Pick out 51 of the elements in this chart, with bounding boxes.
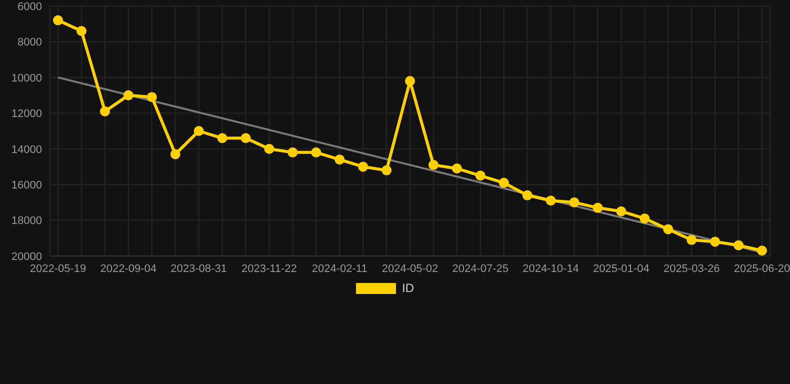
point [663,224,674,234]
point [546,196,556,206]
point [170,149,180,160]
y-tick-label: 14000 [11,144,42,156]
x-tick-label: 2024-10-14 [522,262,579,275]
point [475,170,486,181]
y-tick-label: 6000 [18,0,42,13]
y-tick-label: 20000 [11,250,42,263]
point [405,76,415,86]
point [757,246,767,256]
point [452,164,462,174]
point [53,15,63,26]
point [264,144,274,154]
point [616,206,626,216]
y-tick-label: 8000 [18,36,42,49]
y-tick-label: 12000 [11,108,42,120]
x-tick-label: 2024-05-02 [382,262,438,275]
x-tick-label: 2024-07-25 [452,262,509,275]
point [498,178,509,188]
point [734,240,744,250]
x-tick-label: 2025-06-20 [734,262,790,275]
point [194,126,204,136]
y-tick-label: 10000 [11,72,42,84]
point [522,190,532,200]
point [358,162,368,172]
point [428,160,438,170]
point [217,133,228,144]
point [640,214,650,224]
x-tick-label: 2022-09-04 [100,262,157,275]
point [146,92,157,102]
x-tick-label: 2023-11-22 [241,262,297,275]
point [382,165,392,176]
point [100,106,110,116]
point [334,154,345,165]
x-tick-label: 2023-08-31 [170,262,227,275]
point [123,90,134,100]
point [240,133,251,144]
point [710,236,720,247]
point [592,202,603,213]
x-tick-label: 2025-01-04 [593,262,650,275]
x-tick-label: 2025-03-26 [663,262,720,275]
point [311,147,322,158]
point [569,197,580,208]
x-tick-label: 2024-02-11 [312,262,368,275]
point [288,147,298,158]
x-tick-label: 2022-05-19 [30,262,86,275]
point [686,234,697,245]
y-tick-label: 18000 [11,215,42,228]
legend-label: ID [401,281,414,295]
point [76,26,86,36]
y-tick-label: 16000 [11,179,42,192]
